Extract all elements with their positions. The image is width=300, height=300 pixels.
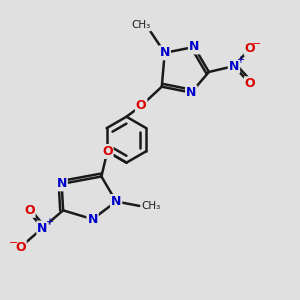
Text: O: O [245,42,255,55]
Text: +: + [45,217,53,227]
Text: O: O [24,204,34,217]
Text: +: + [236,55,244,64]
Text: N: N [111,195,121,208]
Text: N: N [56,177,67,190]
Text: O: O [245,77,255,90]
Text: O: O [15,241,26,254]
Text: N: N [87,213,98,226]
Text: −: − [9,238,19,248]
Text: N: N [229,60,239,73]
Text: N: N [37,221,48,235]
Text: O: O [102,145,112,158]
Text: N: N [186,86,196,99]
Text: N: N [160,46,170,59]
Text: −: − [252,39,261,49]
Text: CH₃: CH₃ [141,201,160,211]
Text: N: N [189,40,200,53]
Text: CH₃: CH₃ [131,20,151,30]
Text: O: O [136,99,146,112]
